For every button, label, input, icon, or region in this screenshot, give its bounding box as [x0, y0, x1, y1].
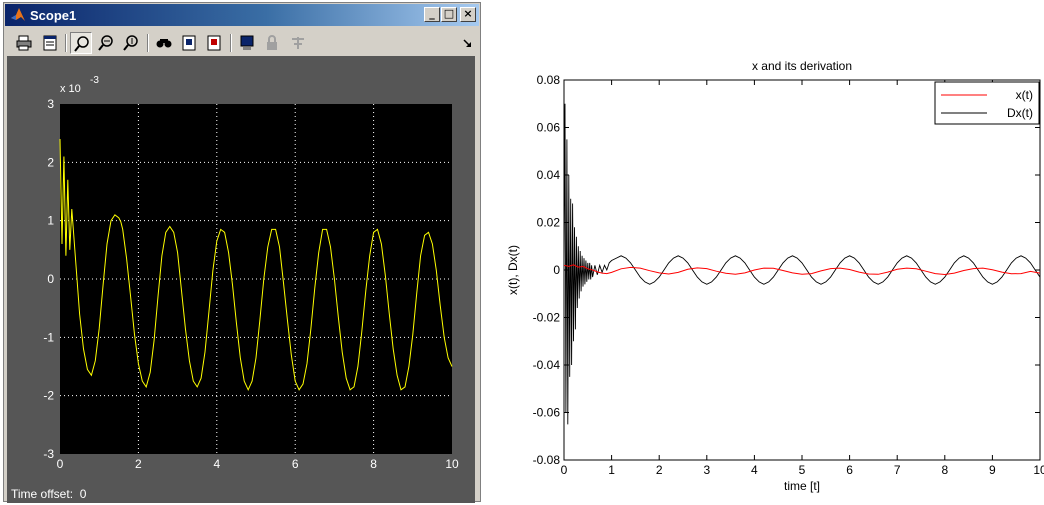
scope-x-tick-label: 10 — [445, 457, 459, 471]
legend-label-x: x(t) — [1016, 88, 1033, 102]
signal-selection-icon — [292, 37, 304, 49]
toolbar-separator — [147, 34, 149, 52]
toolbar-overflow-button[interactable] — [457, 32, 479, 54]
time-offset-value: 0 — [79, 487, 87, 501]
scope-y-tick-label: -1 — [43, 330, 54, 344]
scope-x-tick-label: 8 — [370, 457, 377, 471]
x-tick-label: 4 — [751, 463, 758, 477]
scope-x-tick-label: 2 — [135, 457, 142, 471]
zoom-y-icon — [123, 35, 138, 51]
derivation-chart: x and its derivation 0 1 2 3 4 5 6 7 8 9 10 0.08 0.0… — [506, 59, 1044, 493]
save-axes-button[interactable] — [178, 32, 200, 54]
scope-y-tick-label: 1 — [47, 214, 54, 228]
zoom-x-icon — [98, 35, 113, 51]
y-tick-label: -0.08 — [533, 453, 561, 467]
floating-scope-icon — [240, 35, 254, 50]
time-offset-label: Time offset: — [11, 487, 74, 501]
arrow-down-right-icon — [463, 39, 471, 47]
lock-button[interactable] — [261, 32, 283, 54]
scope-x-tick-label: 4 — [213, 457, 220, 471]
scope-trace — [59, 138, 453, 392]
window-title: Scope1 — [30, 8, 77, 23]
legend[interactable]: x(t) Dx(t) — [934, 81, 1040, 125]
x-tick-label: 1 — [608, 463, 615, 477]
matlab-logo-icon — [11, 8, 25, 21]
y-tick-label: -0.04 — [533, 358, 561, 372]
y-tick-label: 0.06 — [537, 121, 561, 135]
zoom-y-button[interactable] — [120, 32, 142, 54]
scope-exponent-power: -3 — [90, 75, 99, 86]
x-tick-label: 7 — [894, 463, 901, 477]
print-button[interactable] — [13, 32, 35, 54]
y-tick-label: 0.02 — [537, 216, 561, 230]
tick-labels: 0 1 2 3 4 5 6 7 8 9 10 0.08 0.06 0.04 0.02 0 -0.02 -0.04 -… — [533, 73, 1044, 477]
zoom-button[interactable] — [70, 32, 92, 54]
y-tick-label: -0.06 — [533, 406, 561, 420]
scope-x-tick-label: 6 — [292, 457, 299, 471]
print-icon — [16, 35, 32, 51]
x-tick-label: 8 — [941, 463, 948, 477]
x-tick-label: 10 — [1033, 463, 1044, 477]
legend-box — [934, 81, 1040, 125]
zoom-x-button[interactable] — [95, 32, 117, 54]
plot-area — [563, 79, 1041, 461]
parameters-icon — [43, 35, 57, 51]
scope-y-tick-label: 3 — [47, 97, 54, 111]
scope-y-tick-label: -2 — [43, 389, 54, 403]
y-axis-label: x(t), Dx(t) — [506, 245, 520, 295]
legend-label-dx: Dx(t) — [1007, 106, 1033, 120]
lock-icon — [267, 35, 277, 50]
scope-exponent-label: x 10 — [60, 83, 81, 95]
x-tick-label: 3 — [703, 463, 710, 477]
close-button[interactable]: × — [460, 7, 476, 22]
x-tick-label: 2 — [656, 463, 663, 477]
title-bar[interactable]: Scope1 _ □ × — [5, 4, 479, 26]
scope-y-tick-label: 0 — [47, 272, 54, 286]
x-tick-label: 5 — [799, 463, 806, 477]
time-offset-readout: Time offset: 0 — [11, 487, 86, 501]
y-tick-label: 0.08 — [537, 73, 561, 87]
scope-plot-frame: 0 2 4 6 8 10 3 2 1 0 -1 -2 -3 x 10 -3 Time offset: 0 — [7, 56, 475, 503]
floating-scope-button[interactable] — [236, 32, 258, 54]
maximize-button[interactable]: □ — [441, 7, 457, 22]
x-tick-label: 6 — [846, 463, 853, 477]
scope-grid — [60, 104, 452, 454]
restore-axes-icon — [207, 35, 221, 51]
chart-title: x and its derivation — [752, 59, 852, 73]
scope-y-tick-label: 2 — [47, 155, 54, 169]
y-tick-label: 0 — [553, 263, 560, 277]
x-axis-label: time [t] — [784, 479, 820, 493]
toolbar-separator — [230, 34, 232, 52]
parameters-button[interactable] — [39, 32, 61, 54]
zoom-icon — [74, 36, 89, 52]
minimize-button[interactable]: _ — [424, 7, 440, 22]
series-x-line — [563, 264, 1041, 276]
signal-selection-button[interactable] — [287, 32, 309, 54]
toolbar-separator — [65, 34, 67, 52]
scope-x-tick-label: 0 — [57, 457, 64, 471]
scope-y-tick-label: -3 — [43, 447, 54, 461]
autoscale-button[interactable] — [153, 32, 175, 54]
x-tick-label: 9 — [989, 463, 996, 477]
scope-window: Scope1 _ □ × — [3, 2, 481, 503]
y-tick-label: -0.02 — [533, 311, 561, 325]
save-axes-icon — [182, 35, 196, 51]
restore-axes-button[interactable] — [203, 32, 225, 54]
y-tick-label: 0.04 — [537, 168, 561, 182]
x-tick-label: 0 — [561, 463, 568, 477]
scope-toolbar — [5, 28, 479, 56]
autoscale-icon — [156, 39, 172, 48]
